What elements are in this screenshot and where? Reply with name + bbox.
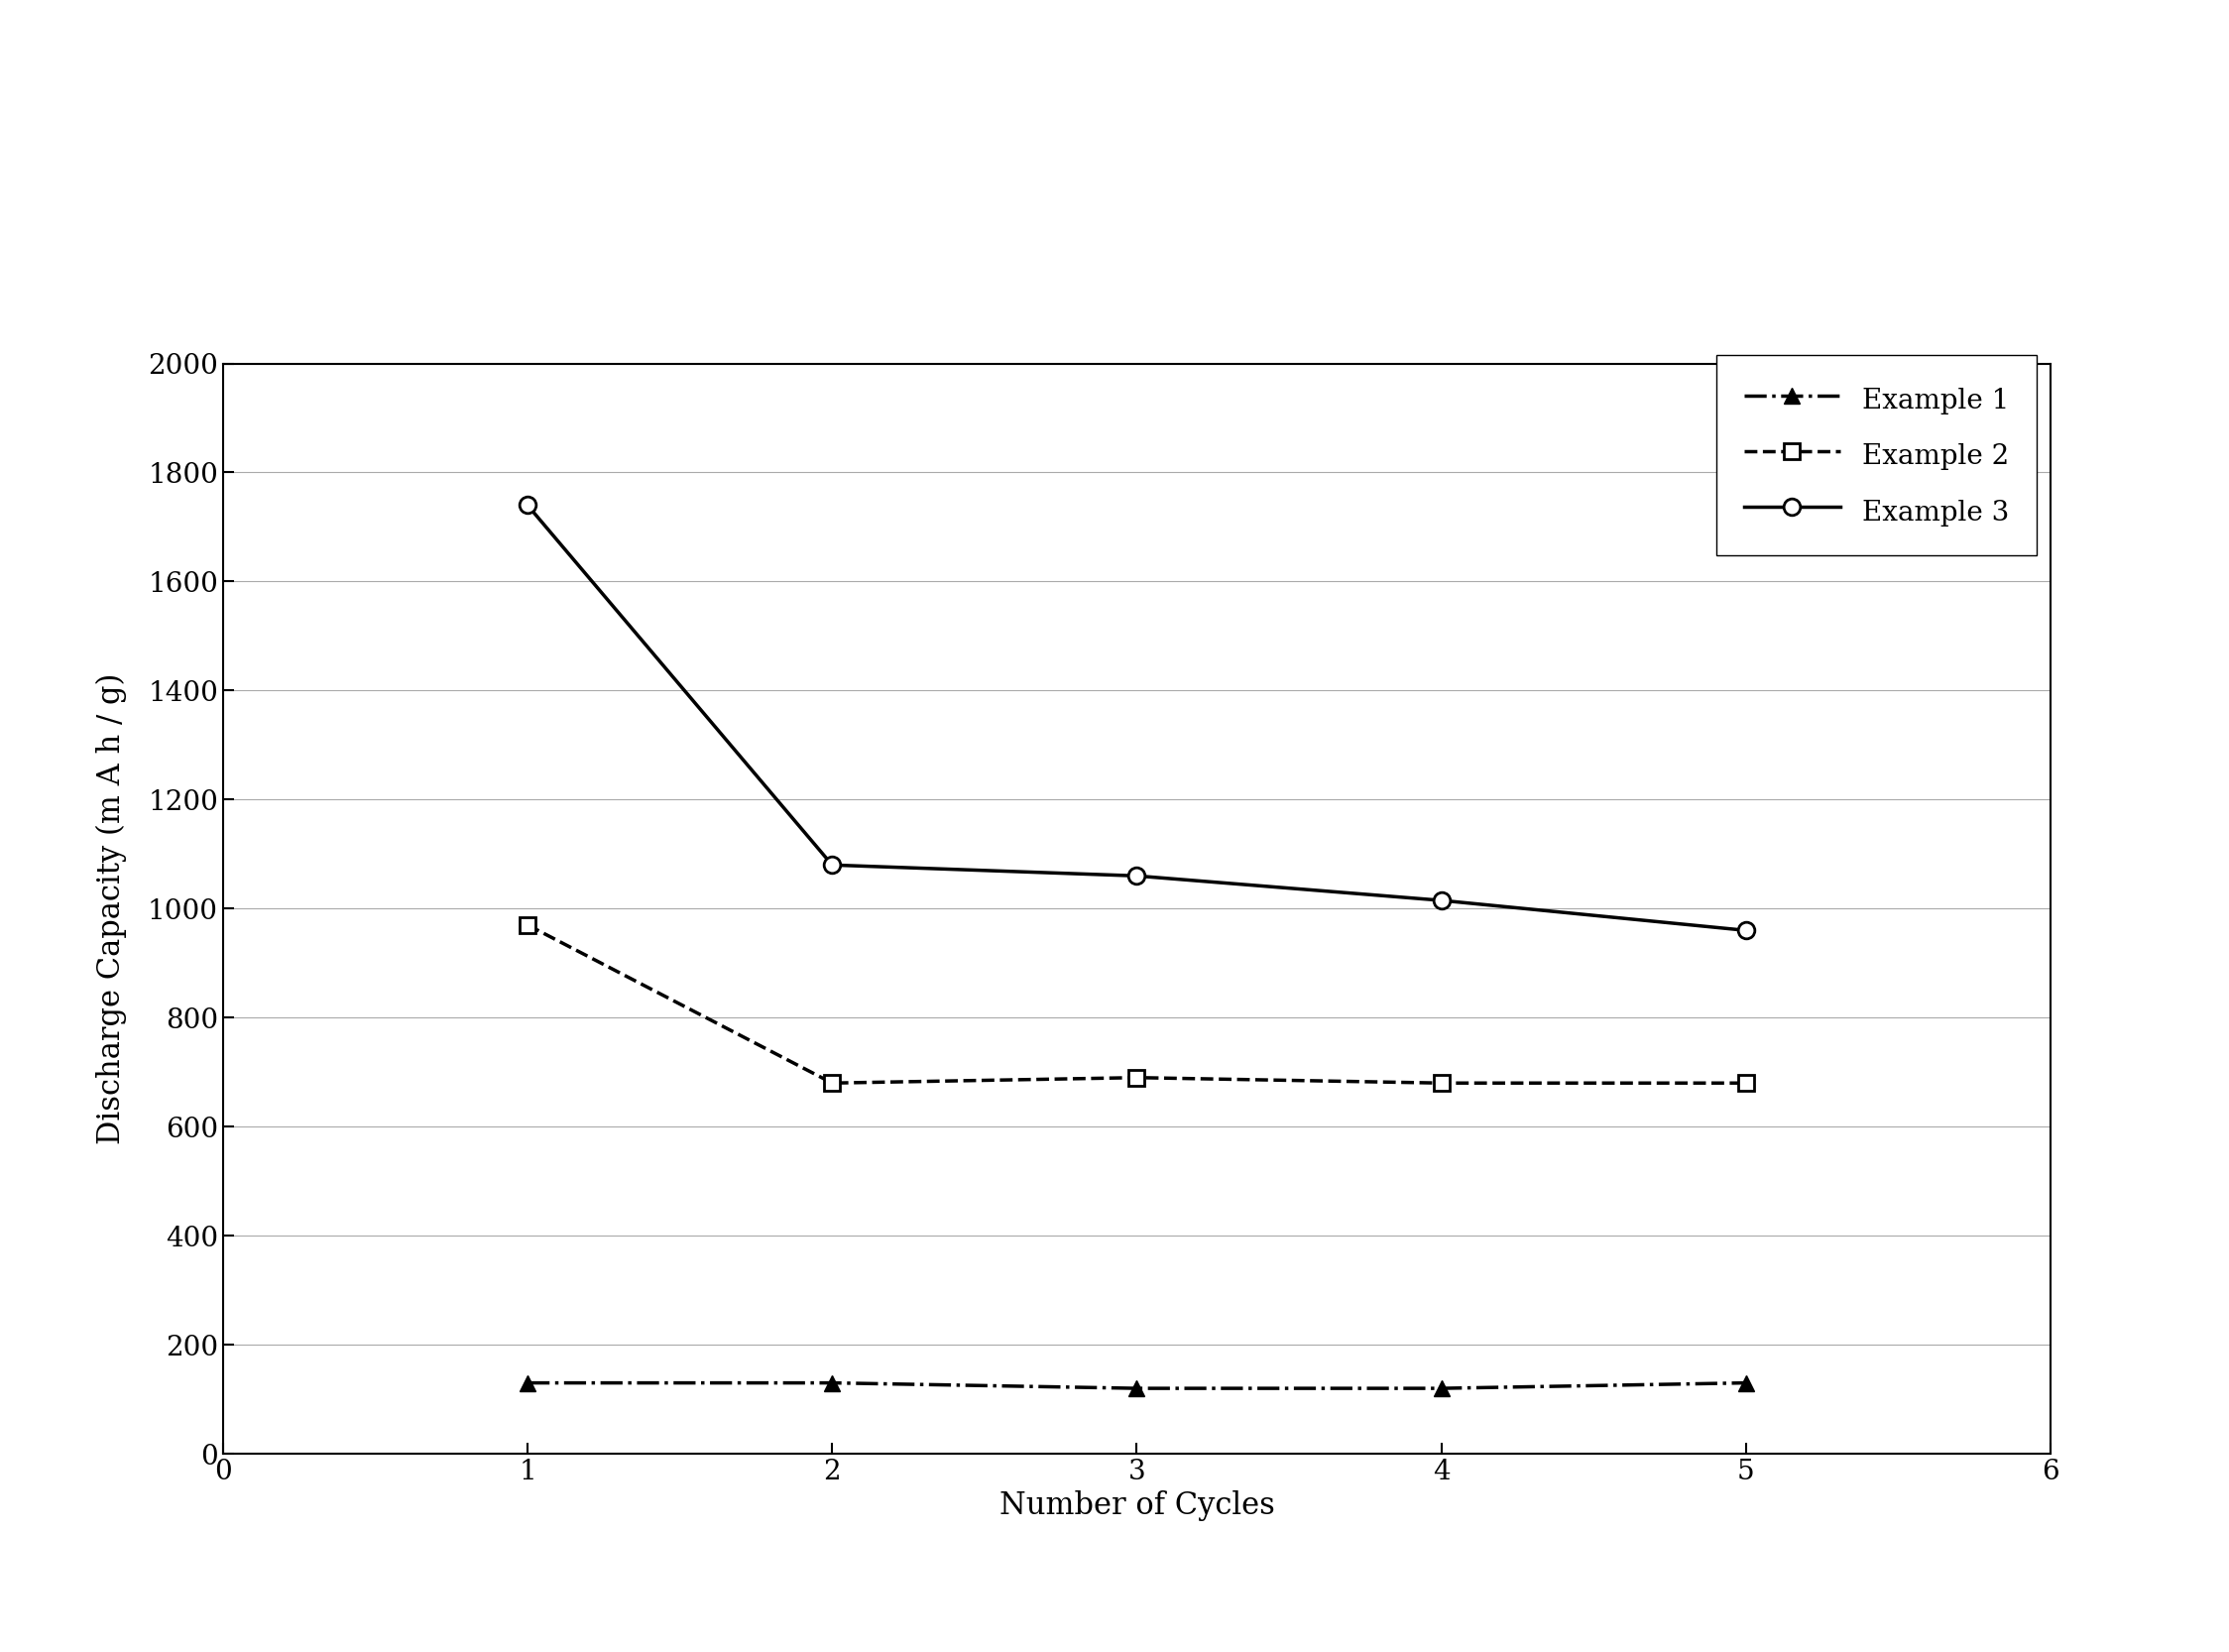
Example 2 — [515, 915, 542, 935]
Line: Example 1: Example 1 — [519, 1374, 1754, 1396]
Example 3 — [818, 856, 845, 876]
Example 3 — [515, 496, 542, 515]
Example 2 — [1732, 1074, 1759, 1094]
Example 3 — [1732, 920, 1759, 940]
Example 2 — [818, 1074, 845, 1094]
Line: Example 2: Example 2 — [519, 917, 1754, 1092]
Example 3 — [1429, 890, 1456, 910]
Example 2 — [1429, 1074, 1456, 1094]
Example 1 — [818, 1373, 845, 1393]
Example 1 — [1123, 1378, 1150, 1398]
Example 1 — [1429, 1378, 1456, 1398]
Example 1 — [515, 1373, 542, 1393]
Example 3 — [1123, 866, 1150, 885]
Line: Example 3: Example 3 — [519, 497, 1754, 938]
X-axis label: Number of Cycles: Number of Cycles — [999, 1490, 1275, 1521]
Legend: Example 1, Example 2, Example 3: Example 1, Example 2, Example 3 — [1716, 355, 2037, 555]
Example 1 — [1732, 1373, 1759, 1393]
Y-axis label: Discharge Capacity (m A h / g): Discharge Capacity (m A h / g) — [96, 672, 127, 1145]
Example 2 — [1123, 1067, 1150, 1087]
